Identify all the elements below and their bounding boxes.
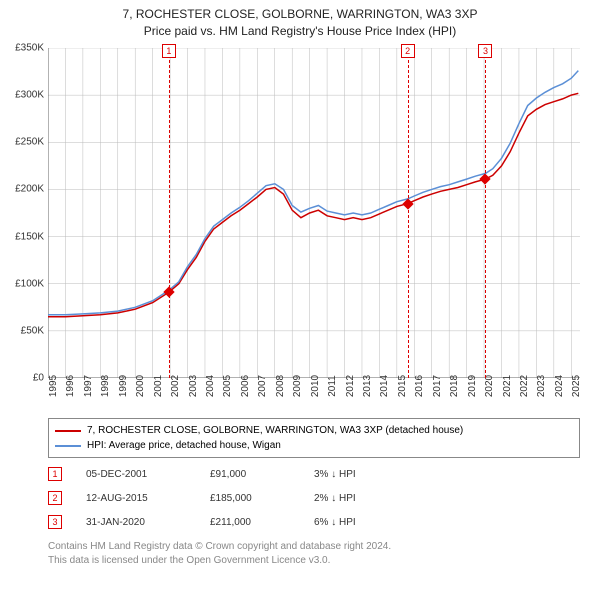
marker-reference-line: [408, 60, 409, 378]
x-tick-label: 2008: [275, 375, 286, 397]
y-tick-label: £350K: [4, 43, 44, 54]
legend-label-1: HPI: Average price, detached house, Wiga…: [87, 438, 281, 453]
y-tick-label: £0: [4, 373, 44, 384]
marker-price-1: £185,000: [210, 493, 290, 504]
legend-label-0: 7, ROCHESTER CLOSE, GOLBORNE, WARRINGTON…: [87, 423, 463, 438]
marker-date-1: 12-AUG-2015: [86, 493, 186, 504]
y-tick-label: £200K: [4, 184, 44, 195]
marker-box-2: 3: [48, 515, 62, 529]
marker-table: 1 05-DEC-2001 £91,000 3% ↓ HPI 2 12-AUG-…: [48, 462, 580, 534]
chart-container: 7, ROCHESTER CLOSE, GOLBORNE, WARRINGTON…: [0, 0, 600, 590]
legend-swatch-0: [55, 430, 81, 432]
x-tick-label: 2002: [170, 375, 181, 397]
chart-svg: [48, 48, 580, 378]
marker-date-2: 31-JAN-2020: [86, 517, 186, 528]
x-tick-label: 2005: [222, 375, 233, 397]
footer: Contains HM Land Registry data © Crown c…: [48, 540, 580, 568]
marker-pct-2: 6% ↓ HPI: [314, 517, 414, 528]
x-tick-label: 2004: [205, 375, 216, 397]
x-tick-label: 1995: [48, 375, 59, 397]
marker-row-1: 2 12-AUG-2015 £185,000 2% ↓ HPI: [48, 486, 580, 510]
marker-pct-1: 2% ↓ HPI: [314, 493, 414, 504]
y-tick-label: £300K: [4, 90, 44, 101]
x-tick-label: 2011: [327, 375, 338, 397]
x-tick-label: 1998: [100, 375, 111, 397]
x-tick-label: 2010: [310, 375, 321, 397]
marker-price-0: £91,000: [210, 469, 290, 480]
title-line1: 7, ROCHESTER CLOSE, GOLBORNE, WARRINGTON…: [0, 6, 600, 23]
chart-area: [48, 48, 580, 378]
x-tick-label: 2001: [153, 375, 164, 397]
x-tick-label: 2000: [135, 375, 146, 397]
x-tick-label: 2018: [449, 375, 460, 397]
marker-number-box: 2: [401, 44, 415, 58]
x-tick-label: 2025: [571, 375, 582, 397]
x-tick-label: 2003: [188, 375, 199, 397]
x-tick-label: 2015: [397, 375, 408, 397]
x-tick-label: 2017: [432, 375, 443, 397]
legend-row-0: 7, ROCHESTER CLOSE, GOLBORNE, WARRINGTON…: [55, 423, 573, 438]
marker-date-0: 05-DEC-2001: [86, 469, 186, 480]
y-tick-label: £50K: [4, 325, 44, 336]
y-tick-label: £100K: [4, 278, 44, 289]
y-tick-label: £250K: [4, 137, 44, 148]
footer-line2: This data is licensed under the Open Gov…: [48, 554, 580, 568]
x-tick-label: 2022: [519, 375, 530, 397]
marker-reference-line: [169, 60, 170, 378]
marker-row-2: 3 31-JAN-2020 £211,000 6% ↓ HPI: [48, 510, 580, 534]
x-tick-label: 2007: [257, 375, 268, 397]
marker-box-1: 2: [48, 491, 62, 505]
footer-line1: Contains HM Land Registry data © Crown c…: [48, 540, 580, 554]
x-tick-label: 1996: [65, 375, 76, 397]
marker-number-box: 3: [478, 44, 492, 58]
x-tick-label: 2020: [484, 375, 495, 397]
marker-box-0: 1: [48, 467, 62, 481]
y-tick-label: £150K: [4, 231, 44, 242]
title-line2: Price paid vs. HM Land Registry's House …: [0, 23, 600, 40]
x-tick-label: 1999: [118, 375, 129, 397]
legend-row-1: HPI: Average price, detached house, Wiga…: [55, 438, 573, 453]
title-block: 7, ROCHESTER CLOSE, GOLBORNE, WARRINGTON…: [0, 0, 600, 40]
x-tick-label: 2014: [379, 375, 390, 397]
marker-price-2: £211,000: [210, 517, 290, 528]
x-tick-label: 2023: [536, 375, 547, 397]
legend-swatch-1: [55, 445, 81, 447]
marker-pct-0: 3% ↓ HPI: [314, 469, 414, 480]
x-tick-label: 2021: [502, 375, 513, 397]
legend: 7, ROCHESTER CLOSE, GOLBORNE, WARRINGTON…: [48, 418, 580, 458]
marker-number-box: 1: [162, 44, 176, 58]
x-tick-label: 2006: [240, 375, 251, 397]
x-tick-label: 1997: [83, 375, 94, 397]
x-tick-label: 2013: [362, 375, 373, 397]
x-tick-label: 2009: [292, 375, 303, 397]
x-tick-label: 2019: [467, 375, 478, 397]
x-tick-label: 2016: [414, 375, 425, 397]
marker-reference-line: [485, 60, 486, 378]
x-tick-label: 2012: [345, 375, 356, 397]
x-tick-label: 2024: [554, 375, 565, 397]
marker-row-0: 1 05-DEC-2001 £91,000 3% ↓ HPI: [48, 462, 580, 486]
